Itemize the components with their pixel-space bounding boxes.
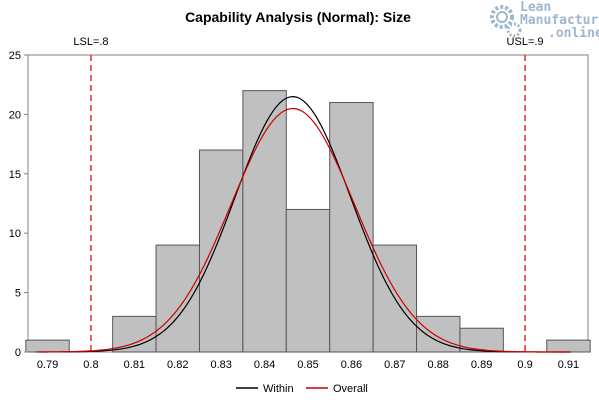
x-tick-label: 0.84 bbox=[254, 359, 275, 371]
x-tick-label: 0.79 bbox=[37, 359, 58, 371]
y-axis: 0 5 10 15 20 25 bbox=[9, 50, 28, 359]
histogram-bar bbox=[329, 102, 374, 353]
spec-limit-label: USL=.9 bbox=[507, 36, 544, 48]
x-tick-label: 0.8 bbox=[83, 359, 98, 371]
y-tick-label: 5 bbox=[15, 288, 21, 300]
watermark-line3: .online bbox=[548, 26, 599, 41]
legend-item: Overall bbox=[306, 383, 368, 395]
spec-limit-label: LSL=.8 bbox=[73, 36, 108, 48]
distribution-curves bbox=[36, 96, 571, 353]
chart-title: Capability Analysis (Normal): Size bbox=[185, 9, 411, 25]
histogram-bar bbox=[198, 149, 244, 353]
x-tick-label: 0.81 bbox=[124, 359, 145, 371]
histogram-bar bbox=[242, 90, 287, 353]
histogram-bar bbox=[459, 327, 504, 353]
x-axis: 0.79 0.8 0.81 0.82 0.83 0.84 0.85 0.86 0.87 0.88 0… bbox=[37, 359, 579, 371]
histogram-bar bbox=[285, 208, 331, 353]
x-tick-label: 0.87 bbox=[384, 359, 405, 371]
legend-label: Within bbox=[263, 383, 294, 395]
x-tick-label: 0.89 bbox=[471, 359, 492, 371]
x-tick-label: 0.9 bbox=[517, 359, 532, 371]
x-tick-label: 0.91 bbox=[558, 359, 579, 371]
y-tick-label: 0 bbox=[15, 347, 21, 359]
series-curve bbox=[36, 107, 571, 353]
legend-label: Overall bbox=[333, 383, 368, 395]
histogram-bar bbox=[25, 339, 70, 353]
x-tick-label: 0.83 bbox=[210, 359, 231, 371]
legend: Within Overall bbox=[236, 383, 368, 395]
y-tick-label: 10 bbox=[9, 228, 21, 240]
histogram-bar bbox=[546, 339, 591, 353]
y-tick-label: 25 bbox=[9, 50, 21, 62]
spec-limits: LSL=.8 USL=.9 bbox=[73, 36, 544, 352]
y-tick-label: 20 bbox=[9, 109, 21, 121]
x-tick-label: 0.82 bbox=[167, 359, 188, 371]
watermark-line1: Lean bbox=[520, 0, 551, 15]
y-tick-label: 15 bbox=[9, 169, 21, 181]
x-tick-label: 0.85 bbox=[297, 359, 318, 371]
histogram-bar bbox=[155, 244, 200, 353]
gear-icon bbox=[490, 5, 522, 38]
x-tick-label: 0.86 bbox=[341, 359, 362, 371]
series-curve bbox=[36, 96, 571, 353]
watermark-logo: Lean Manufacturing .online bbox=[490, 0, 599, 41]
watermark-line2: Manufacturing bbox=[520, 13, 599, 28]
x-tick-label: 0.88 bbox=[428, 359, 449, 371]
legend-item: Within bbox=[236, 383, 294, 395]
